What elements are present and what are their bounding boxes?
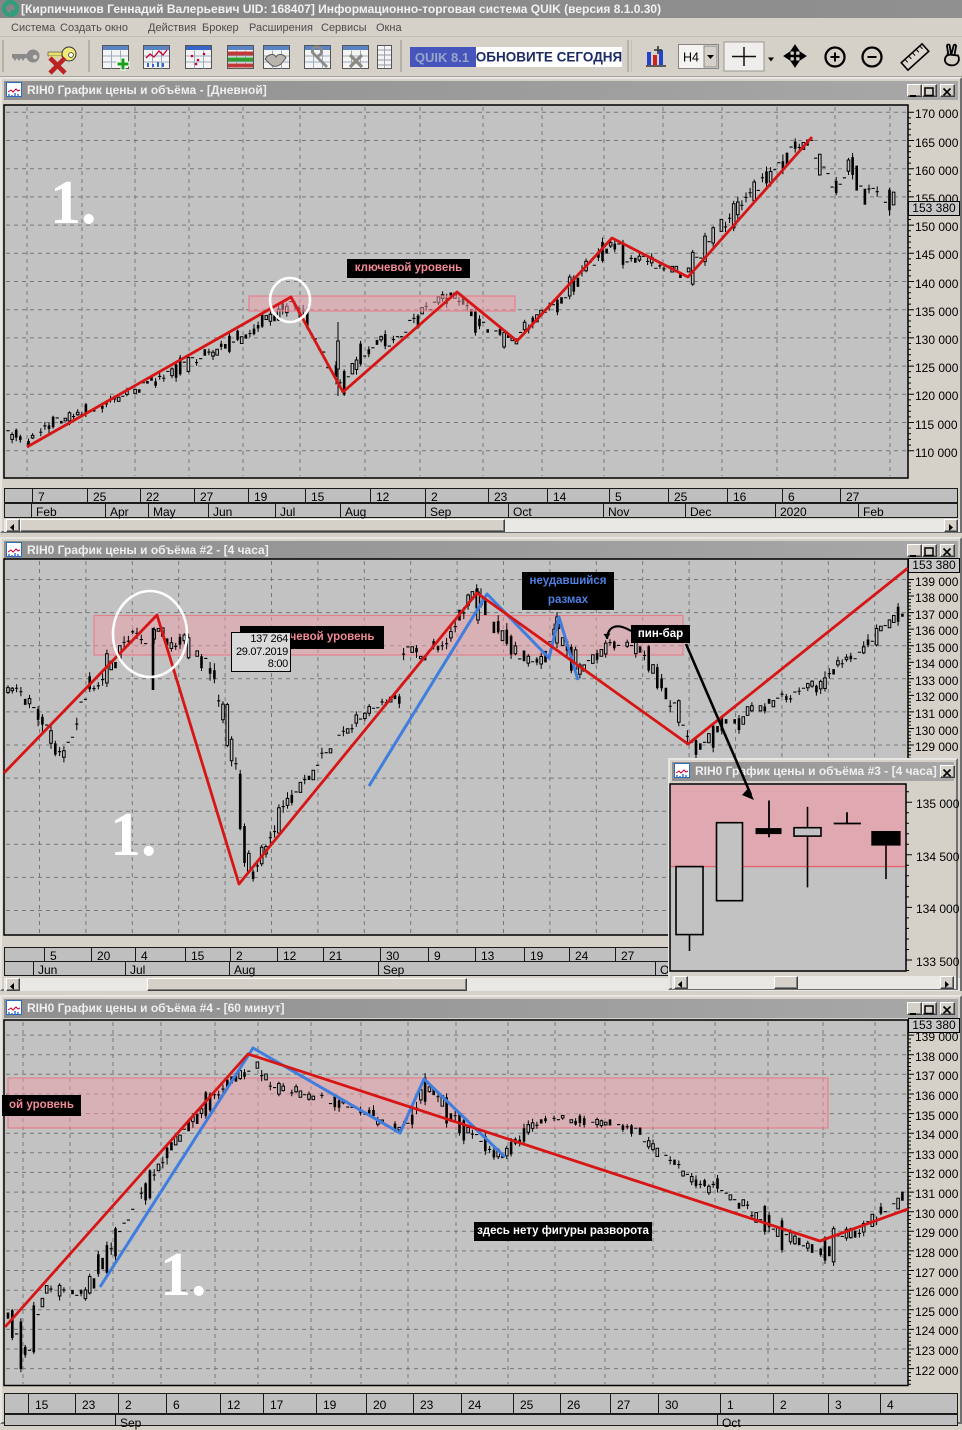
svg-text:ОБНОВИТЕ СЕГОДНЯ: ОБНОВИТЕ СЕГОДНЯ (476, 50, 623, 65)
svg-text:QUIK 8.1: QUIK 8.1 (415, 50, 469, 65)
svg-text:H4: H4 (683, 51, 699, 65)
